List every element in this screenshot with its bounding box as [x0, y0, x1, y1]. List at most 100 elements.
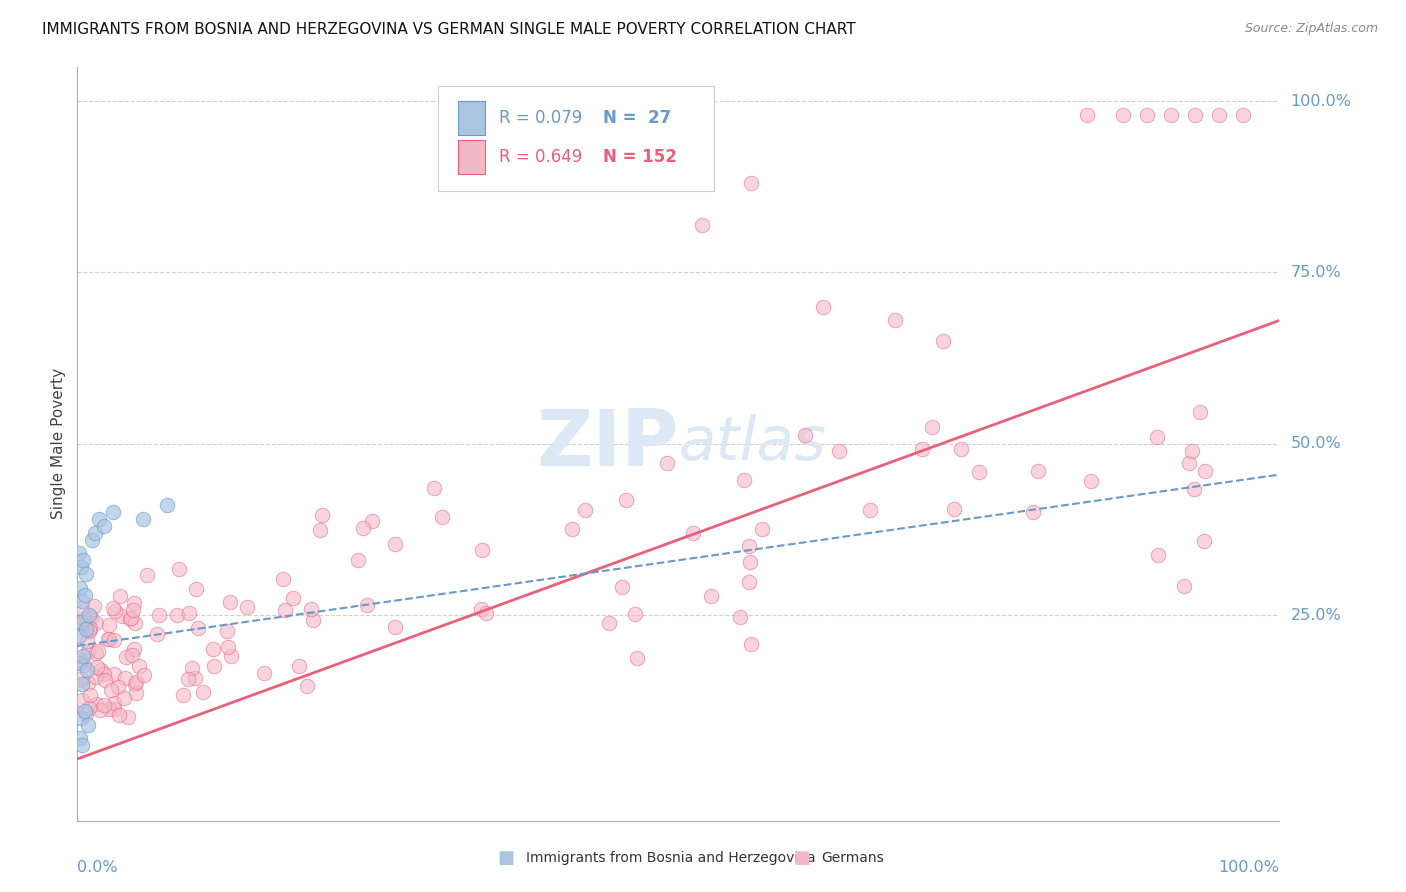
- Point: [470, 601, 492, 615]
- Point: [87, 512, 110, 526]
- Point: [738, 539, 761, 553]
- Point: [301, 613, 323, 627]
- Point: [699, 589, 721, 603]
- Point: [1028, 464, 1050, 478]
- Point: [738, 555, 761, 569]
- Point: [77, 717, 100, 731]
- Point: [110, 589, 132, 603]
- Point: [70, 739, 93, 753]
- Point: [187, 621, 209, 635]
- Point: [146, 626, 169, 640]
- Point: [79, 608, 101, 623]
- Point: [76, 644, 98, 658]
- Point: [107, 680, 129, 694]
- Point: [122, 596, 145, 610]
- Point: [932, 334, 955, 348]
- Point: [69, 672, 91, 686]
- Point: [67, 629, 90, 643]
- Point: [100, 682, 122, 697]
- Point: [740, 177, 762, 191]
- Point: [911, 442, 934, 456]
- Point: [921, 420, 943, 434]
- Point: [75, 566, 97, 581]
- Text: Source: ZipAtlas.com: Source: ZipAtlas.com: [1244, 22, 1378, 36]
- Point: [1184, 108, 1206, 122]
- Point: [1173, 579, 1195, 593]
- Point: [309, 524, 332, 538]
- Point: [90, 663, 112, 677]
- Point: [76, 676, 98, 690]
- Point: [84, 670, 107, 684]
- Point: [281, 591, 304, 606]
- Point: [97, 632, 120, 647]
- Point: [1136, 108, 1159, 122]
- Point: [682, 526, 704, 541]
- Point: [751, 522, 773, 536]
- Point: [967, 465, 990, 479]
- Point: [1208, 108, 1230, 122]
- Text: IMMIGRANTS FROM BOSNIA AND HERZEGOVINA VS GERMAN SINGLE MALE POVERTY CORRELATION: IMMIGRANTS FROM BOSNIA AND HERZEGOVINA V…: [42, 22, 856, 37]
- Point: [352, 521, 374, 535]
- Point: [111, 608, 134, 623]
- Point: [70, 600, 93, 615]
- Point: [86, 644, 108, 658]
- Point: [253, 666, 276, 681]
- Point: [794, 427, 817, 442]
- Point: [297, 679, 319, 693]
- Point: [84, 697, 107, 711]
- Point: [79, 701, 101, 715]
- Point: [236, 600, 259, 615]
- Point: [86, 615, 108, 630]
- Point: [1080, 475, 1102, 489]
- Point: [79, 621, 101, 635]
- Point: [118, 612, 141, 626]
- Point: [103, 666, 125, 681]
- Point: [655, 456, 678, 470]
- Point: [384, 537, 406, 551]
- Point: [598, 615, 620, 630]
- Point: [1146, 548, 1168, 562]
- Point: [172, 688, 194, 702]
- Point: [219, 648, 242, 663]
- Point: [69, 581, 91, 595]
- Point: [72, 617, 94, 632]
- Point: [121, 603, 143, 617]
- Point: [72, 553, 94, 567]
- Point: [103, 505, 125, 519]
- Point: [73, 588, 96, 602]
- Text: N = 152: N = 152: [603, 148, 676, 166]
- Point: [115, 649, 138, 664]
- Text: N =  27: N = 27: [603, 109, 671, 128]
- Text: 100.0%: 100.0%: [1219, 860, 1279, 874]
- Point: [70, 560, 93, 574]
- Point: [883, 313, 905, 327]
- Point: [201, 642, 224, 657]
- Point: [114, 671, 136, 685]
- Point: [474, 606, 496, 620]
- Point: [75, 706, 97, 721]
- Point: [184, 672, 207, 686]
- Bar: [458, 140, 485, 174]
- Point: [299, 602, 322, 616]
- Point: [67, 546, 90, 560]
- Point: [574, 502, 596, 516]
- Point: [93, 698, 115, 712]
- Point: [70, 676, 93, 690]
- Point: [1022, 505, 1045, 519]
- Point: [70, 693, 93, 707]
- Point: [218, 595, 240, 609]
- Point: [73, 704, 96, 718]
- Point: [612, 581, 634, 595]
- Point: [76, 634, 98, 648]
- Point: [112, 690, 135, 705]
- Point: [1112, 108, 1135, 122]
- Point: [84, 525, 107, 540]
- Point: [1188, 404, 1211, 418]
- Point: [191, 685, 214, 699]
- Point: [204, 658, 226, 673]
- Point: [156, 499, 179, 513]
- Point: [69, 656, 91, 670]
- Point: [1192, 534, 1215, 549]
- Point: [98, 617, 121, 632]
- Point: [811, 300, 834, 314]
